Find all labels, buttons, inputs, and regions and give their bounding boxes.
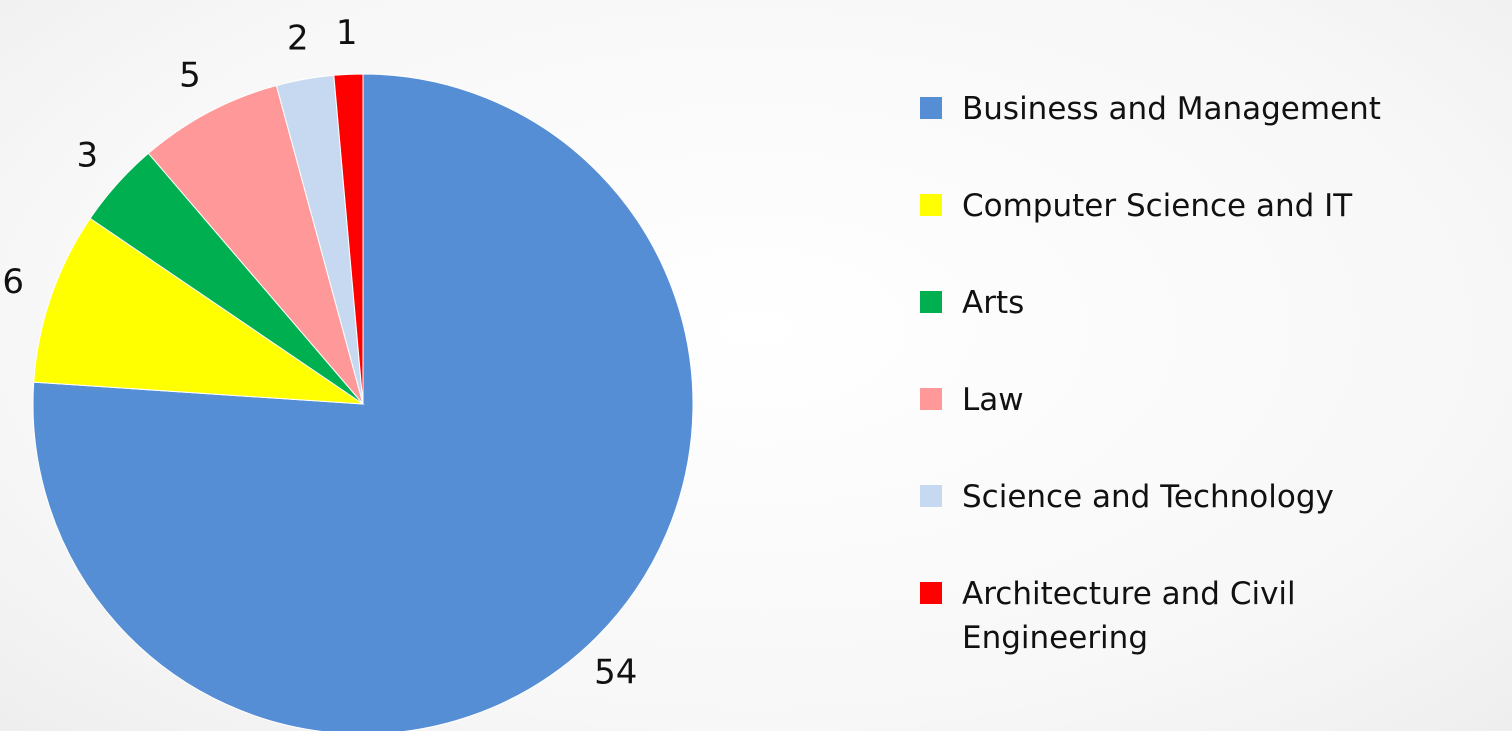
legend-swatch	[920, 97, 942, 119]
data-label: 54	[594, 653, 637, 693]
legend-swatch	[920, 582, 942, 604]
legend-item: Arts	[920, 281, 1500, 325]
legend-label: Arts	[962, 285, 1025, 321]
legend-item: Architecture and Civil Engineering	[920, 572, 1500, 660]
pie-chart: 54 6 3 5 2 1	[2, 13, 694, 731]
legend-swatch	[920, 291, 942, 313]
legend-item: Business and Management	[920, 87, 1500, 131]
legend-swatch	[920, 194, 942, 216]
legend-label: Business and Management	[962, 91, 1381, 127]
legend-swatch	[920, 485, 942, 507]
legend-item: Computer Science and IT	[920, 184, 1500, 228]
data-label: 6	[2, 262, 24, 302]
pie-slice	[32, 73, 694, 731]
data-label: 3	[76, 136, 98, 176]
legend-label: Science and Technology	[962, 479, 1334, 515]
pie-slice	[33, 217, 365, 405]
data-label: 5	[179, 55, 201, 95]
legend-item: Law	[920, 378, 1500, 422]
pie-slice	[147, 84, 364, 405]
data-label: 2	[287, 18, 309, 58]
pie-slice	[333, 73, 364, 405]
legend-label: Architecture and Civil Engineering	[962, 576, 1296, 656]
data-label: 1	[336, 13, 358, 53]
legend-label: Computer Science and IT	[962, 188, 1353, 224]
legend-swatch	[920, 388, 942, 410]
legend-label: Law	[962, 382, 1024, 418]
legend-item: Science and Technology	[920, 475, 1500, 519]
